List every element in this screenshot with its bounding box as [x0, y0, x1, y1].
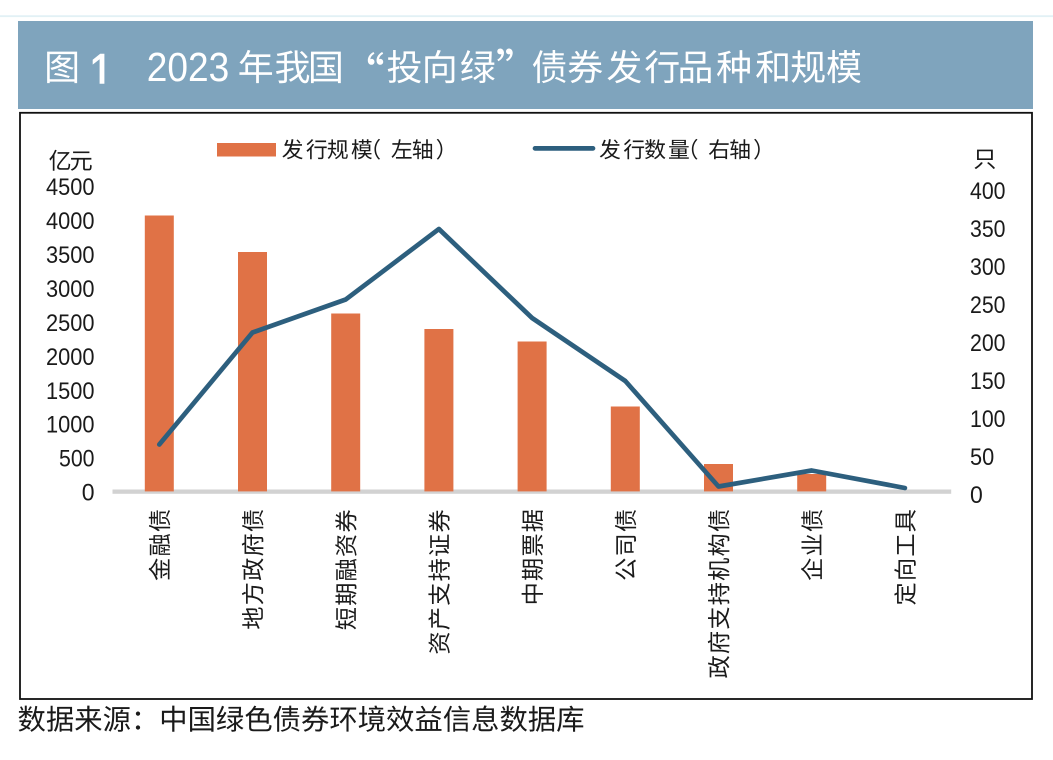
svg-text:1000: 1000 [46, 412, 95, 439]
svg-text:300: 300 [970, 254, 1006, 281]
svg-text:100: 100 [970, 406, 1006, 433]
svg-text:0: 0 [82, 480, 95, 507]
svg-text:500: 500 [59, 446, 95, 473]
svg-text:4000: 4000 [46, 208, 95, 235]
svg-text:3500: 3500 [46, 242, 95, 269]
svg-text:2023: 2023 [147, 44, 230, 90]
svg-text:2000: 2000 [46, 344, 95, 371]
svg-text:1500: 1500 [46, 378, 95, 405]
svg-text:2500: 2500 [46, 310, 95, 337]
svg-text:350: 350 [970, 216, 1006, 243]
svg-text:200: 200 [970, 330, 1006, 357]
svg-text:3000: 3000 [46, 276, 95, 303]
svg-text:50: 50 [970, 444, 994, 471]
svg-text:150: 150 [970, 368, 1006, 395]
svg-text:4500: 4500 [46, 174, 95, 201]
svg-text:0: 0 [970, 482, 983, 509]
svg-text:250: 250 [970, 292, 1006, 319]
svg-text:400: 400 [970, 178, 1006, 205]
